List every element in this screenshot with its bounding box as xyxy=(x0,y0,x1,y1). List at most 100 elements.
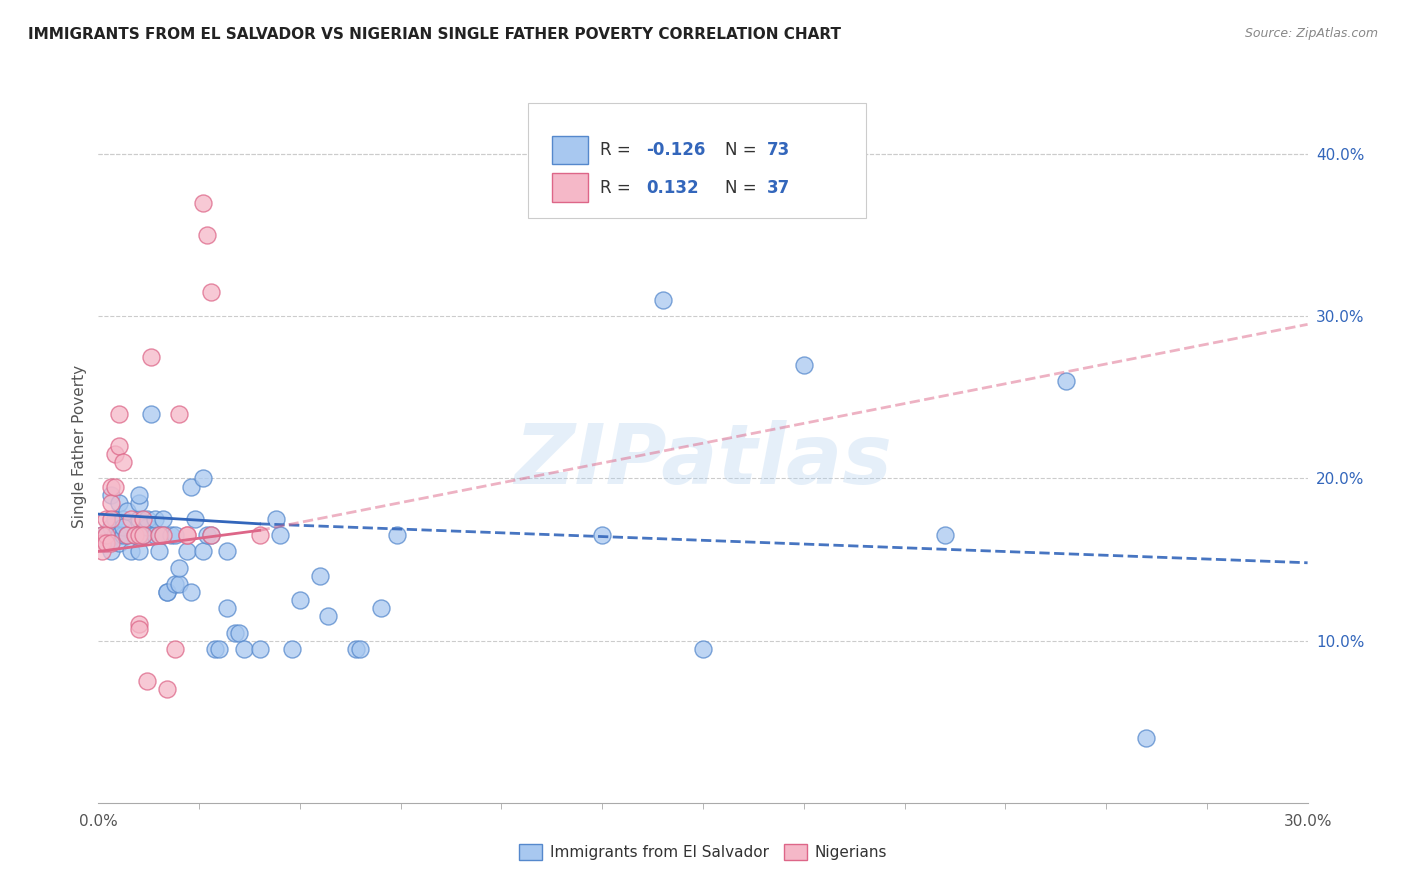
Point xyxy=(135,674,157,689)
Point xyxy=(281,641,304,656)
Point xyxy=(96,528,118,542)
Bar xyxy=(553,136,588,164)
Point xyxy=(132,528,155,542)
Point xyxy=(91,536,114,550)
Point xyxy=(167,577,190,591)
Point xyxy=(107,536,129,550)
Point xyxy=(135,512,157,526)
Text: N =: N = xyxy=(724,141,762,159)
Point xyxy=(1135,731,1157,745)
Point xyxy=(934,528,956,542)
Point xyxy=(200,528,222,542)
Point xyxy=(128,512,150,526)
Point xyxy=(107,407,129,421)
Point xyxy=(156,682,179,697)
Point xyxy=(120,512,142,526)
Point xyxy=(91,528,114,542)
Point xyxy=(135,520,157,534)
Point xyxy=(163,641,186,656)
Point xyxy=(217,601,239,615)
Point xyxy=(249,528,271,542)
Point xyxy=(385,528,408,542)
Point xyxy=(160,528,183,542)
Point xyxy=(1054,374,1077,388)
Point xyxy=(176,528,198,542)
Point xyxy=(128,528,150,542)
Point xyxy=(148,528,170,542)
Point xyxy=(96,536,118,550)
Point xyxy=(124,528,146,542)
Y-axis label: Single Father Poverty: Single Father Poverty xyxy=(72,365,87,527)
Point xyxy=(163,528,186,542)
Point xyxy=(148,544,170,558)
Point xyxy=(111,455,134,469)
Point xyxy=(167,560,190,574)
Point xyxy=(100,520,122,534)
Point xyxy=(111,512,134,526)
Point xyxy=(344,641,367,656)
Point xyxy=(651,293,673,307)
Point xyxy=(91,528,114,542)
Point xyxy=(163,577,186,591)
Point xyxy=(100,536,122,550)
Point xyxy=(316,609,339,624)
Point xyxy=(793,358,815,372)
Point xyxy=(692,641,714,656)
Point xyxy=(100,496,122,510)
Point xyxy=(156,585,179,599)
Point xyxy=(152,528,174,542)
Point xyxy=(193,544,215,558)
Point xyxy=(128,617,150,632)
Point xyxy=(128,622,150,636)
Point xyxy=(128,544,150,558)
Point xyxy=(152,528,174,542)
Point xyxy=(156,585,179,599)
Point xyxy=(176,544,198,558)
Point xyxy=(103,447,125,461)
Text: R =: R = xyxy=(600,141,637,159)
FancyBboxPatch shape xyxy=(527,103,866,218)
Point xyxy=(204,641,226,656)
Point xyxy=(152,512,174,526)
Point xyxy=(139,407,162,421)
Point xyxy=(124,528,146,542)
Point xyxy=(184,512,207,526)
Text: R =: R = xyxy=(600,178,637,196)
Point xyxy=(200,528,222,542)
Point xyxy=(96,536,118,550)
Point xyxy=(100,512,122,526)
Point xyxy=(249,641,271,656)
Point xyxy=(139,350,162,364)
Point xyxy=(96,528,118,542)
Point xyxy=(103,528,125,542)
Text: 37: 37 xyxy=(768,178,790,196)
Point xyxy=(224,625,246,640)
Point xyxy=(232,641,254,656)
Point xyxy=(208,641,231,656)
Point xyxy=(128,488,150,502)
Point xyxy=(100,479,122,493)
Point xyxy=(349,641,371,656)
Point xyxy=(180,585,202,599)
Text: 73: 73 xyxy=(768,141,790,159)
Text: N =: N = xyxy=(724,178,762,196)
Point xyxy=(128,496,150,510)
Point xyxy=(96,512,118,526)
Point xyxy=(111,520,134,534)
Point xyxy=(193,471,215,485)
Point xyxy=(103,479,125,493)
Point xyxy=(148,528,170,542)
Point xyxy=(111,528,134,542)
Point xyxy=(143,528,166,542)
Point xyxy=(193,195,215,210)
Point xyxy=(107,528,129,542)
Point xyxy=(200,285,222,299)
Text: -0.126: -0.126 xyxy=(647,141,706,159)
Point xyxy=(269,528,291,542)
Point xyxy=(167,407,190,421)
Point xyxy=(288,593,311,607)
Point xyxy=(91,544,114,558)
Point xyxy=(103,512,125,526)
Point xyxy=(128,528,150,542)
Point xyxy=(264,512,287,526)
